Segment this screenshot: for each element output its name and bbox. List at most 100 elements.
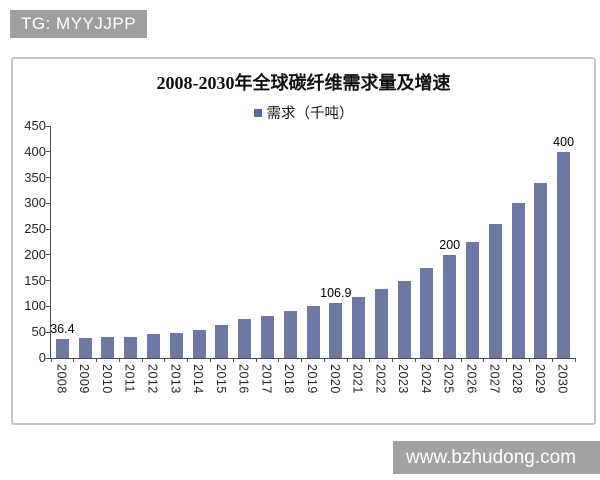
bar-value-label-2025: 200 [439, 237, 461, 252]
y-axis-label: 0 [38, 350, 46, 365]
y-axis-label: 150 [24, 272, 46, 288]
x-axis-label-2017: 2017 [259, 364, 274, 394]
y-axis-label: 200 [24, 246, 46, 262]
x-tick [506, 358, 508, 362]
x-tick [73, 358, 75, 362]
x-axis-label-2014: 2014 [191, 364, 206, 394]
legend-label: 需求（千吨） [266, 106, 354, 122]
x-tick [118, 358, 120, 362]
x-axis-label-2019: 2019 [305, 364, 319, 394]
x-axis-label-2013: 2013 [168, 364, 183, 394]
chart-title: 2008-2030年全球碳纤维需求量及增速 [156, 73, 451, 93]
bar-2022 [374, 289, 388, 358]
y-axis-label: 300 [24, 195, 46, 211]
x-tick [551, 358, 553, 362]
bar-2011 [124, 336, 138, 358]
chart-panel: 2008-2030年全球碳纤维需求量及增速 需求（千吨） 0 50 100 150 20… [11, 57, 596, 425]
y-axis-label: 400 [24, 143, 46, 159]
y-axis-label: 250 [24, 221, 46, 237]
bar-2030 [557, 151, 571, 358]
y-tick [46, 125, 51, 127]
x-axis-label-2023: 2023 [396, 364, 411, 394]
x-axis-label-2026: 2026 [464, 364, 479, 394]
site-watermark-badge: www.bzhudong.com [393, 441, 600, 474]
x-tick [209, 358, 211, 362]
x-axis-label-2018: 2018 [282, 364, 297, 394]
x-tick [50, 358, 52, 362]
bar-2025 [443, 254, 457, 358]
plot-area: 0 50 100 150 200 250 300 350 400 450 36.4 2008 2009 2… [24, 118, 576, 394]
x-tick [369, 358, 371, 362]
bar-2018 [283, 311, 297, 358]
x-tick [278, 358, 280, 362]
bar-2015 [215, 324, 229, 358]
x-axis-label-2010: 2010 [99, 364, 114, 394]
y-axis-label: 350 [24, 169, 46, 185]
bar-2019 [306, 306, 320, 358]
x-tick [415, 358, 417, 362]
legend-square-icon [253, 108, 262, 117]
y-tick [46, 305, 51, 307]
x-axis-label-2021: 2021 [350, 364, 365, 394]
tg-watermark-badge: TG: MYYJJPP [10, 10, 148, 38]
y-axis-label: 50 [31, 324, 46, 340]
x-axis-label-2020: 2020 [327, 364, 342, 394]
bar-2014 [192, 330, 206, 358]
x-axis-label-2009: 2009 [77, 364, 92, 394]
x-tick [187, 358, 189, 362]
bar-2013 [169, 332, 183, 358]
x-tick [460, 358, 462, 362]
bar-2008 [55, 339, 69, 358]
bar-2020 [329, 302, 343, 358]
x-tick [164, 358, 166, 362]
bar-2012 [147, 334, 161, 358]
x-axis-label-2012: 2012 [145, 364, 160, 394]
x-axis-label-2008: 2008 [54, 364, 69, 394]
bar-2023 [397, 280, 411, 358]
bar-2029 [534, 182, 548, 358]
bar-2024 [420, 267, 434, 358]
bar-2027 [488, 223, 502, 358]
x-axis-label-2029: 2029 [532, 364, 547, 394]
x-tick [392, 358, 394, 362]
x-tick [346, 358, 348, 362]
y-tick [46, 202, 51, 204]
bar-2021 [352, 297, 366, 358]
x-axis-label-2024: 2024 [418, 364, 433, 394]
x-tick [301, 358, 303, 362]
y-tick [46, 331, 51, 333]
bar-2009 [78, 338, 92, 358]
y-axis-label: 100 [24, 298, 46, 314]
x-axis-label-2030: 2030 [555, 364, 570, 394]
bar-2010 [101, 337, 115, 358]
x-tick [232, 358, 234, 362]
x-tick [528, 358, 530, 362]
bar-value-label-2020: 106.9 [320, 285, 352, 300]
x-axis-label-2022: 2022 [373, 364, 388, 394]
y-tick [46, 228, 51, 230]
bar-2028 [511, 203, 525, 358]
y-tick [46, 280, 51, 282]
y-tick [46, 254, 51, 256]
chart-legend: 需求（千吨） [13, 102, 594, 123]
x-axis-label-2027: 2027 [487, 364, 502, 394]
x-tick [96, 358, 98, 362]
bar-value-label-2008: 36.4 [50, 322, 75, 337]
y-tick [46, 357, 51, 359]
x-axis-label-2011: 2011 [122, 364, 137, 393]
x-tick [574, 358, 576, 362]
bar-2017 [260, 315, 274, 358]
x-tick [323, 358, 325, 362]
bar-2026 [465, 242, 479, 358]
bar-value-label-2030: 400 [553, 134, 575, 149]
x-tick [141, 358, 143, 362]
x-tick [255, 358, 257, 362]
x-axis-label-2016: 2016 [236, 364, 251, 394]
x-tick [483, 358, 485, 362]
x-axis-label-2015: 2015 [213, 364, 228, 394]
x-axis-label-2025: 2025 [441, 364, 456, 394]
x-axis-label-2028: 2028 [510, 364, 525, 394]
x-tick [437, 358, 439, 362]
bar-2016 [238, 319, 252, 358]
y-tick [46, 177, 51, 179]
